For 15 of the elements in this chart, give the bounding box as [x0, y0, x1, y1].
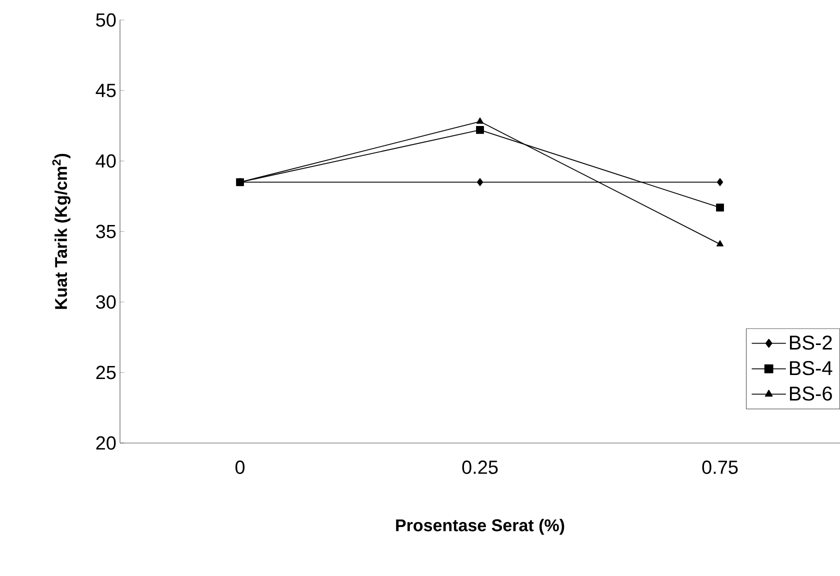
y-tick-label: 35 — [96, 224, 116, 238]
legend-label: BS-4 — [790, 361, 832, 376]
y-tick-label: 50 — [96, 13, 116, 27]
legend-label: BS-2 — [790, 336, 832, 350]
y-tick-label: 45 — [96, 84, 116, 98]
y-tick-label: 20 — [96, 436, 116, 450]
y-axis-title: Kuat Tarik (Kg/cm$^{2}$) — [52, 154, 70, 309]
x-tick-label: 0.25 — [462, 460, 498, 474]
x-tick-label: 0 — [235, 460, 245, 474]
legend-label: BS-6 — [790, 386, 832, 401]
x-axis-title: Prosentase Serat (%) — [396, 518, 564, 535]
y-tick-label: 40 — [96, 154, 116, 168]
y-tick-label: 25 — [96, 366, 116, 380]
x-tick-label: 0.75 — [702, 460, 738, 474]
y-tick-label: 30 — [96, 295, 116, 309]
